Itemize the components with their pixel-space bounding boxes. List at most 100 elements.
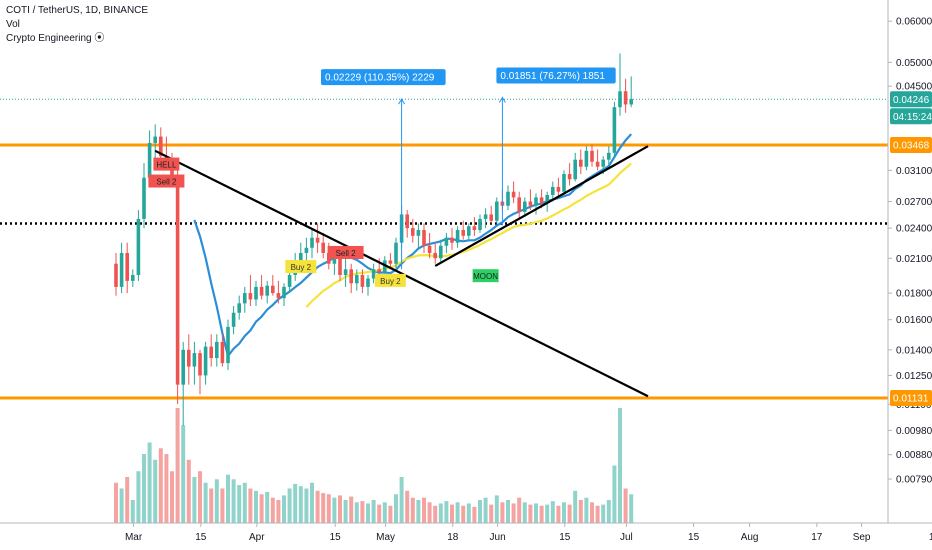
candle-body	[444, 237, 449, 246]
candle-body	[562, 174, 566, 192]
candle-body	[159, 136, 163, 157]
x-tick-label: 15	[688, 532, 700, 543]
candle-body	[360, 275, 365, 287]
volume-bar	[461, 505, 466, 523]
candle-body	[321, 242, 325, 253]
y-tick-label: 0.01600	[896, 315, 932, 326]
volume-bar	[248, 488, 253, 523]
candle-body	[265, 285, 269, 296]
x-tick-label: 15	[330, 532, 342, 543]
candle-body	[203, 346, 208, 376]
volume-bar	[528, 504, 533, 523]
signal-labels: HELL Sell 2 Buy 2 Sell 2 Buy 2 MOON	[148, 157, 499, 287]
volume-bar	[394, 494, 398, 523]
candle-body	[478, 218, 482, 231]
candle-body	[147, 142, 152, 178]
volume-bar	[254, 490, 258, 523]
x-tick-label: May	[376, 532, 395, 543]
candle-body	[511, 191, 516, 198]
candle-body	[310, 237, 314, 248]
volume-bar	[399, 477, 404, 523]
y-tick-label: 0.05000	[896, 58, 932, 69]
candle-body	[489, 214, 493, 221]
volume-bar	[427, 502, 432, 523]
candle-body	[455, 230, 460, 243]
crypto-engineering-indicator-label[interactable]: Crypto Engineering ⦿	[6, 33, 105, 44]
signal-label-box	[327, 245, 364, 259]
candle-body	[607, 152, 611, 160]
y-tick-label: 0.00790	[896, 475, 932, 486]
y-tick-label: 0.02100	[896, 254, 932, 265]
volume-bar	[354, 502, 359, 523]
y-tick-label: 0.02700	[896, 197, 932, 208]
volume-bar	[220, 488, 225, 523]
volume-bar	[181, 425, 186, 523]
volume-bar	[494, 495, 499, 523]
countdown-tag: 04:15:24	[893, 112, 932, 123]
volume-bar	[170, 471, 174, 523]
candle-body	[528, 201, 533, 206]
volume-bar	[550, 501, 555, 523]
candle-body	[125, 252, 129, 281]
candle-body	[198, 353, 202, 376]
volume-bar	[438, 503, 443, 523]
candle-body	[422, 230, 426, 246]
volume-bar	[153, 459, 158, 523]
volume-bar	[164, 454, 169, 523]
candle-body	[556, 186, 561, 192]
x-tick-label: Sep	[853, 532, 871, 543]
y-tick-label: 0.01800	[896, 289, 932, 300]
candle-body	[338, 256, 342, 276]
volume-indicator-label[interactable]: Vol	[6, 19, 20, 30]
candle-body	[287, 275, 292, 287]
signal-label-box	[285, 260, 317, 274]
measure-tools[interactable]: 0.02229 (110.35%) 2229 0.01851 (76.27%) 1…	[321, 67, 616, 270]
candle-body	[467, 226, 471, 236]
candle-body	[523, 201, 527, 212]
volume-bar	[371, 500, 376, 523]
candle-body	[192, 353, 197, 367]
y-tick-label: 0.02400	[896, 224, 932, 235]
upper-level-tag-box	[890, 137, 932, 154]
candle-body	[590, 150, 594, 162]
candle-body	[142, 177, 146, 219]
signal-label-box	[148, 174, 185, 188]
volume-bar	[360, 501, 365, 523]
volume-bar	[416, 500, 421, 523]
candle-body	[276, 293, 281, 299]
candle-body	[131, 275, 135, 281]
x-tick-label: Aug	[741, 532, 759, 543]
candle-body	[254, 286, 258, 300]
volume-bar	[270, 497, 275, 523]
yellow-moving-average	[305, 162, 632, 308]
y-tick-label: 0.00880	[896, 450, 932, 461]
candle-body	[153, 136, 157, 143]
lower-level-tag-box	[890, 390, 932, 407]
candle-body	[517, 197, 521, 212]
trendlines[interactable]	[154, 145, 649, 398]
candle-body	[271, 285, 275, 294]
candle-body	[573, 159, 577, 180]
signal-label: HELL	[156, 161, 177, 170]
horizontal-levels[interactable]	[0, 98, 888, 400]
candle-body	[282, 286, 286, 299]
y-tick-label: 0.01250	[896, 371, 932, 382]
y-tick-label: 0.03100	[896, 166, 932, 177]
measure-label: 0.02229 (110.35%) 2229	[325, 73, 435, 84]
volume-bar	[562, 502, 566, 523]
volume-bar	[377, 504, 382, 523]
volume-bar	[433, 505, 438, 523]
volume-bar	[522, 502, 527, 523]
volume-bar	[556, 505, 561, 523]
candle-body	[506, 191, 510, 206]
y-tick-label: 0.04500	[896, 82, 932, 93]
candle-body	[394, 242, 398, 264]
x-tick-label: Jul	[620, 532, 633, 543]
signal-label: Sell 2	[336, 249, 357, 258]
volume-bar	[567, 504, 572, 523]
volume-bar	[506, 500, 510, 523]
measure-label: 0.01851 (76.27%) 1851	[500, 71, 605, 82]
volume-bar	[114, 482, 118, 523]
signal-label: MOON	[473, 272, 498, 281]
